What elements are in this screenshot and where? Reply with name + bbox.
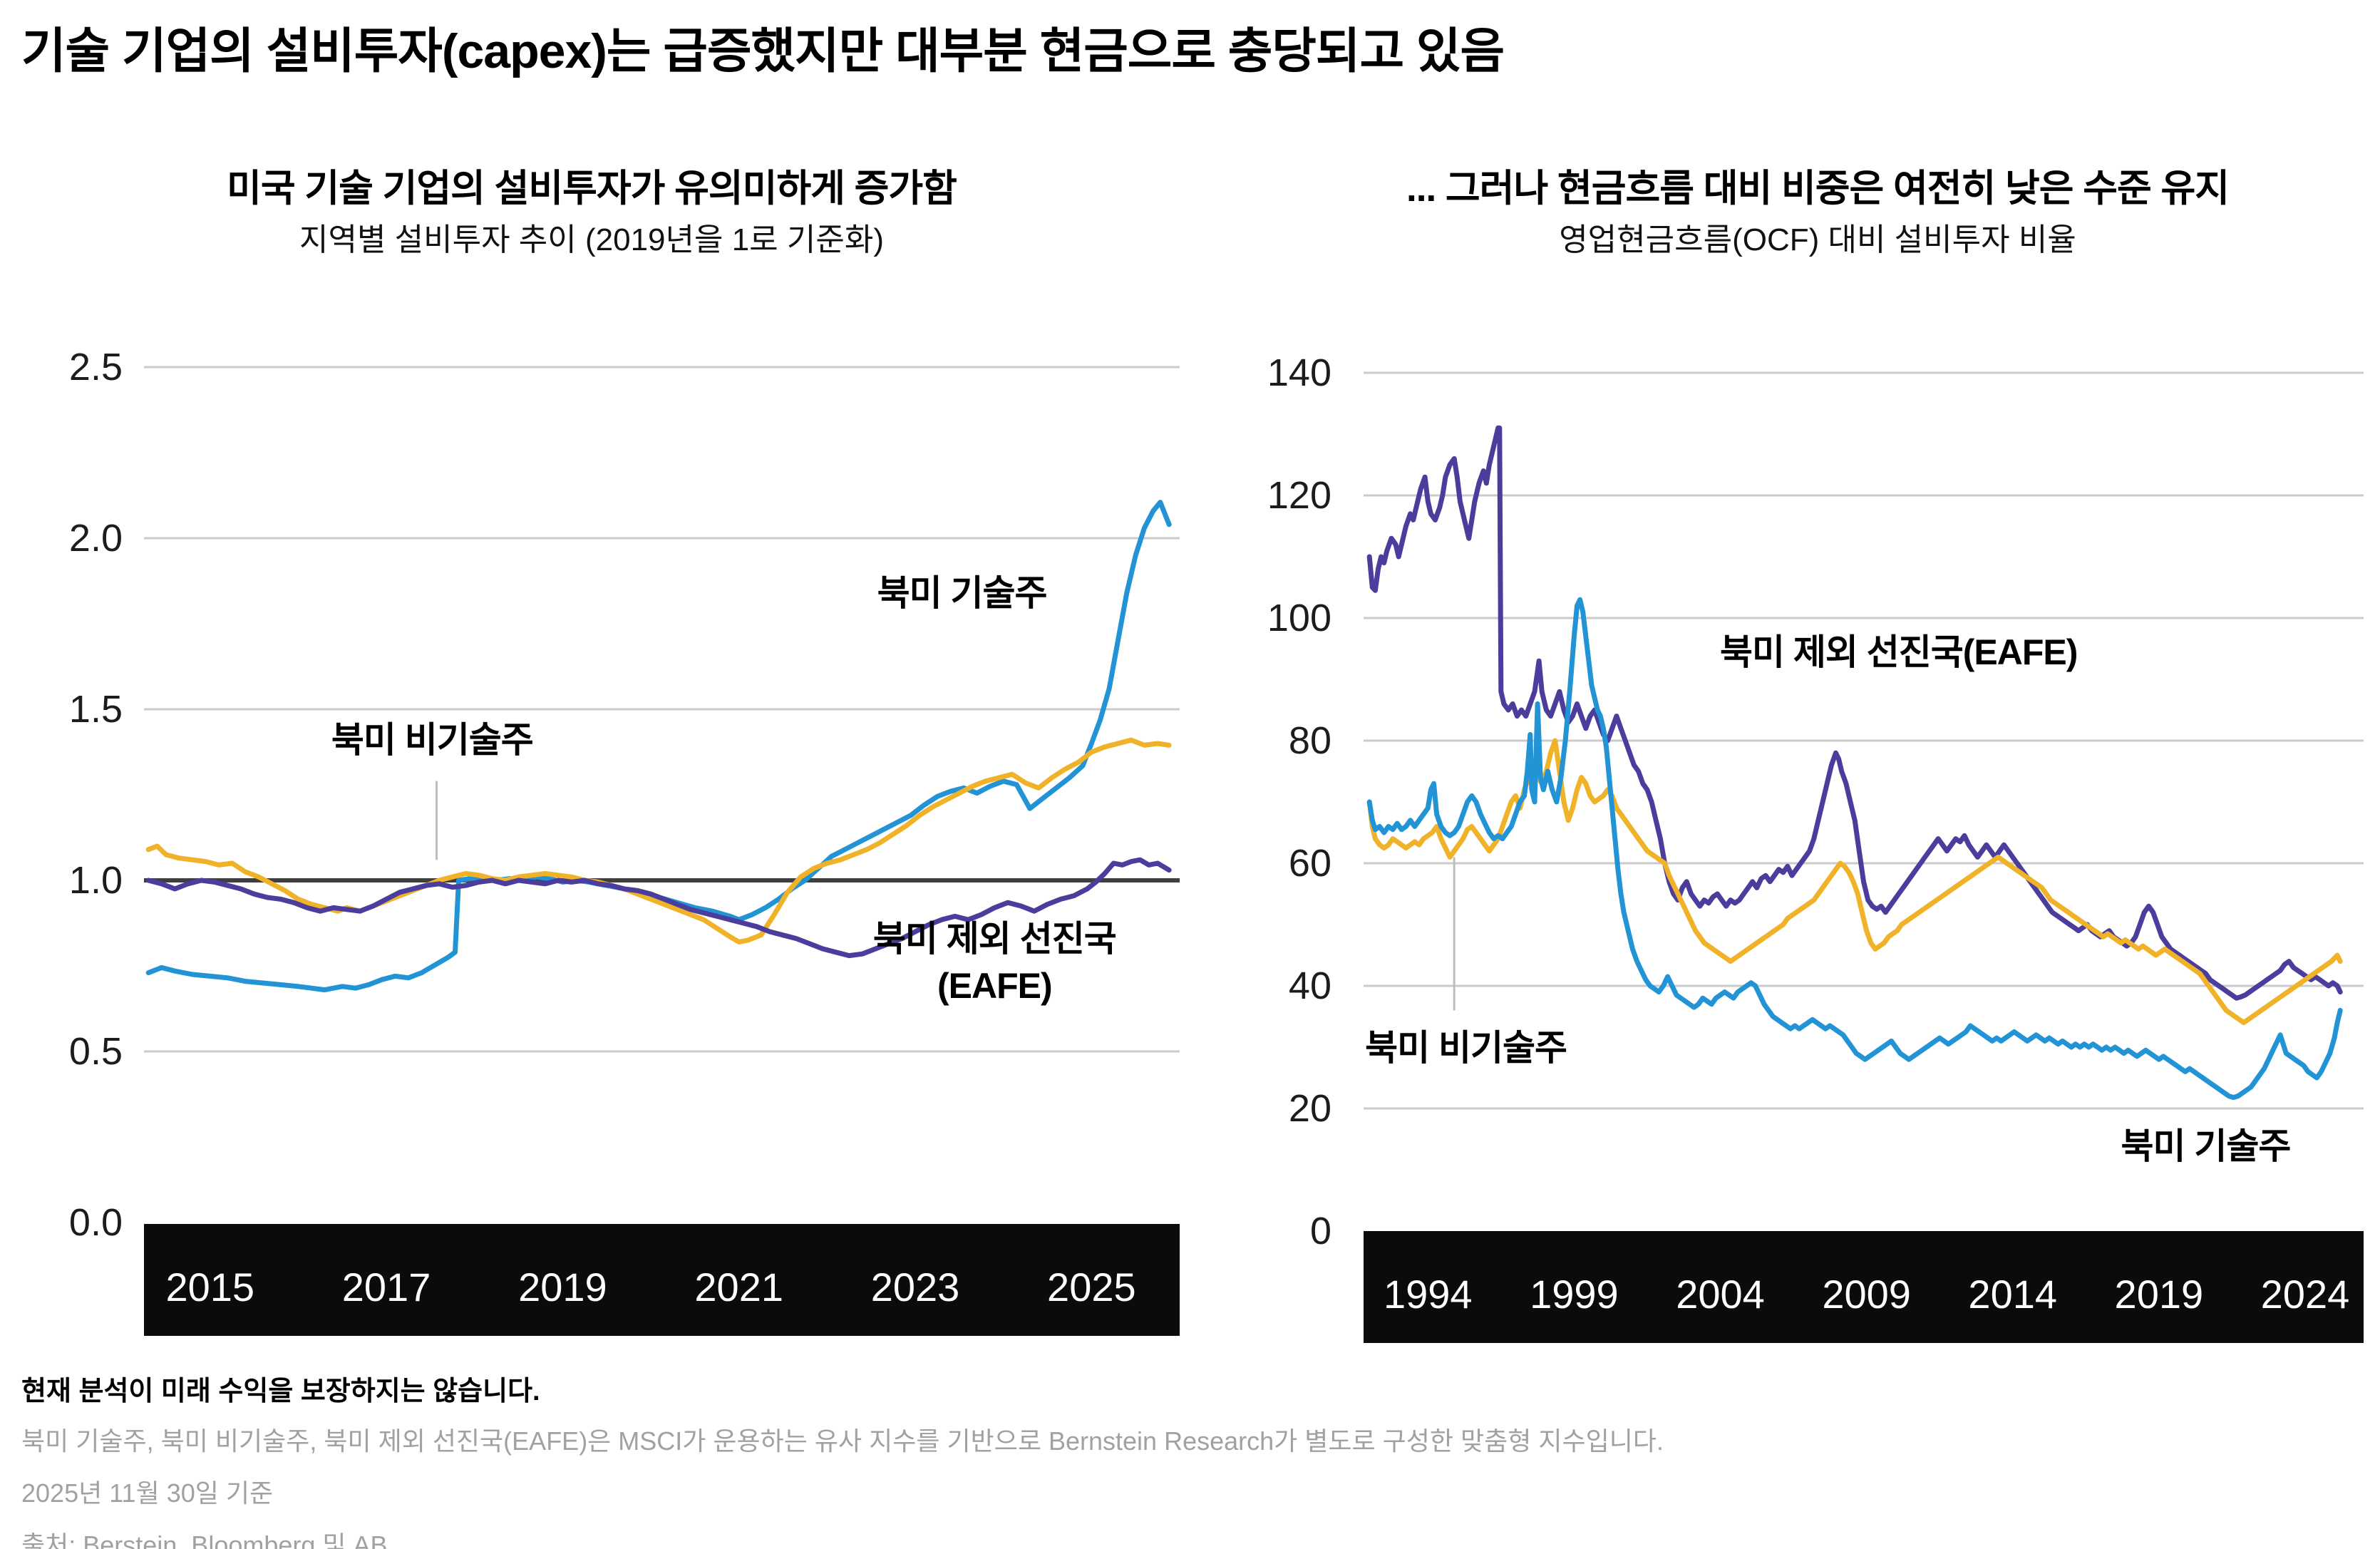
footnote-methodology: 북미 기술주, 북미 비기술주, 북미 제외 선진국(EAFE)은 MSCI가 …	[21, 1426, 1664, 1456]
label-na-tech-left: 북미 기술주	[877, 572, 1048, 613]
svg-text:2.5: 2.5	[69, 346, 123, 388]
svg-text:20: 20	[1289, 1087, 1331, 1130]
right-chart-title: ... 그러나 현금흐름 대비 비중은 여전히 낮은 수준 유지	[1406, 168, 2230, 210]
svg-text:120: 120	[1267, 474, 1331, 517]
footnote-block: 현재 분석이 미래 수익을 보장하지는 않습니다. 북미 기술주, 북미 비기술…	[21, 1369, 2359, 1549]
svg-text:1.0: 1.0	[69, 859, 123, 902]
svg-text:1994: 1994	[1384, 1272, 1473, 1317]
left-chart-title: 미국 기술 기업의 설비투자가 유의미하게 증가함	[227, 168, 957, 210]
svg-text:0.5: 0.5	[69, 1030, 123, 1073]
right-chart-subtitle: 영업현금흐름(OCF) 대비 설비투자 비율	[1559, 222, 2076, 257]
svg-text:2025: 2025	[1047, 1265, 1136, 1309]
svg-text:40: 40	[1289, 964, 1331, 1007]
label-na-nontech-right: 북미 비기술주	[1365, 1027, 1567, 1068]
left-chart-subtitle: 지역별 설비투자 추이 (2019년을 1로 기준화)	[299, 222, 884, 257]
svg-text:2023: 2023	[871, 1265, 960, 1309]
svg-text:2004: 2004	[1676, 1272, 1765, 1317]
svg-text:2015: 2015	[165, 1265, 254, 1309]
svg-text:1999: 1999	[1530, 1272, 1619, 1317]
label-eafe-right: 북미 제외 선진국(EAFE)	[1720, 632, 2078, 673]
svg-text:2019: 2019	[2115, 1272, 2204, 1317]
svg-text:2021: 2021	[694, 1265, 783, 1309]
page-title: 기술 기업의 설비투자(capex)는 급증했지만 대부분 현금으로 충당되고 …	[21, 24, 1505, 78]
svg-text:100: 100	[1267, 597, 1331, 639]
svg-text:2014: 2014	[1968, 1272, 2057, 1317]
label-eafe-left: 북미 제외 선진국 (EAFE)	[872, 919, 1117, 1007]
label-na-nontech-left: 북미 비기술주	[331, 720, 534, 761]
svg-text:2009: 2009	[1822, 1272, 1911, 1317]
footnote-disclaimer: 현재 분석이 미래 수익을 보장하지는 않습니다.	[21, 1376, 540, 1406]
svg-text:2024: 2024	[2261, 1272, 2350, 1317]
label-na-tech-right: 북미 기술주	[2121, 1126, 2292, 1167]
footnote-asof-date: 2025년 11월 30일 기준	[21, 1478, 274, 1508]
svg-text:0.0: 0.0	[69, 1201, 123, 1244]
svg-text:80: 80	[1289, 719, 1331, 762]
svg-text:2.0: 2.0	[69, 517, 123, 560]
footnote-source: 출처: Berstein, Bloomberg 및 AB	[21, 1530, 388, 1549]
svg-text:1.5: 1.5	[69, 688, 123, 731]
svg-text:140: 140	[1267, 351, 1331, 394]
svg-text:2019: 2019	[518, 1265, 607, 1309]
svg-text:2017: 2017	[342, 1265, 431, 1309]
svg-text:60: 60	[1289, 842, 1331, 885]
svg-text:0: 0	[1310, 1210, 1331, 1252]
